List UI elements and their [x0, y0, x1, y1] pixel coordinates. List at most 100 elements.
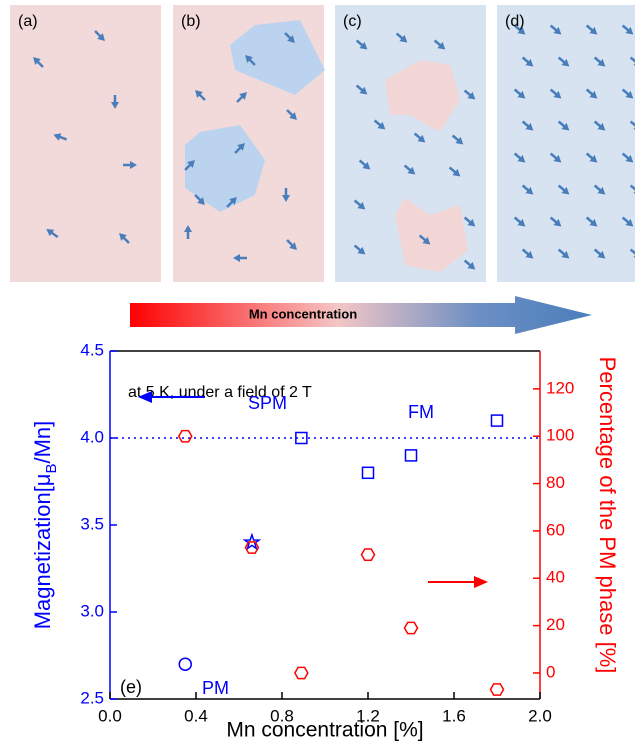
panel-label: (d)	[505, 13, 525, 30]
spin-head	[597, 58, 606, 67]
spin-head	[437, 41, 446, 50]
marker	[403, 621, 419, 635]
pm-domain	[395, 198, 468, 272]
x-tick-label: 0.8	[270, 706, 294, 725]
marker	[295, 431, 308, 445]
fm-domain	[185, 125, 265, 212]
marker	[360, 548, 376, 561]
y-tick-label: 3.0	[80, 601, 104, 620]
spin-head	[357, 246, 366, 255]
axis-pointer-head	[138, 391, 152, 403]
x-tick-label: 1.2	[356, 706, 380, 725]
annotation: (e)	[120, 677, 142, 697]
panel-a	[10, 5, 161, 282]
spin-head	[517, 26, 526, 35]
annotation: PM	[202, 678, 229, 698]
spin-shaft	[629, 120, 635, 127]
spin-head	[452, 168, 461, 177]
spin-shaft	[629, 56, 635, 63]
y-axis-label-part: Magnetization[μ	[30, 474, 55, 630]
y2-tick-label: 80	[546, 473, 565, 492]
spin-head	[229, 197, 237, 205]
spin-head	[97, 33, 105, 41]
marker	[244, 541, 260, 554]
spins	[33, 24, 635, 270]
marker	[177, 429, 193, 443]
y2-tick-label: 120	[546, 378, 574, 397]
y-axis-label: Magnetization[μB/Mn]	[30, 421, 61, 630]
spin-head	[553, 218, 562, 227]
arrow-label: Mn concentration	[249, 306, 357, 321]
spin-head	[407, 166, 416, 175]
spin-head	[625, 218, 634, 227]
concentration-arrow	[130, 296, 592, 334]
spin-head	[589, 26, 598, 35]
spin-head	[130, 161, 137, 169]
spin-head	[359, 86, 368, 95]
spin-head	[359, 41, 368, 50]
spin-head	[289, 242, 297, 250]
marker	[489, 683, 505, 696]
spin-head	[197, 197, 205, 205]
spin-head	[525, 58, 534, 67]
marker	[293, 666, 309, 680]
spin-head	[362, 161, 371, 170]
marker	[490, 414, 504, 427]
fm-domain	[230, 20, 325, 95]
axis-pointer-head	[474, 576, 488, 588]
marker	[242, 532, 262, 551]
panel-d	[497, 5, 635, 282]
spin-head	[597, 250, 606, 259]
spin-head	[467, 261, 476, 270]
spin-head	[589, 218, 598, 227]
spin-head	[467, 218, 476, 227]
spin-head	[33, 57, 41, 65]
spin-head	[553, 154, 562, 163]
spin-head	[517, 154, 526, 163]
panel-label: (c)	[343, 13, 362, 30]
spin-head	[357, 201, 366, 210]
spin-head	[561, 186, 570, 195]
spin-head	[553, 90, 562, 99]
spin-head	[184, 225, 192, 232]
spin-head	[289, 112, 297, 120]
y2-tick-label: 0	[546, 662, 555, 681]
spin-head	[111, 102, 119, 109]
spin-head	[195, 90, 203, 98]
y2-axis-label: Percentage of the PM phase [%]	[595, 357, 620, 674]
x-tick-label: 0.0	[98, 706, 122, 725]
marker	[361, 466, 375, 480]
spin-head	[597, 186, 606, 195]
spin-head	[467, 91, 476, 100]
spin-head	[422, 236, 431, 245]
y-axis-label-part: B	[43, 464, 60, 474]
spin-head	[553, 26, 562, 35]
marker	[178, 657, 192, 671]
y-tick-label: 4.5	[80, 340, 104, 359]
spin-head	[561, 58, 570, 67]
spin-shaft	[629, 184, 635, 191]
spin-head	[399, 34, 408, 43]
spin-head	[455, 136, 464, 145]
annotation: SPM	[248, 393, 287, 413]
x-tick-label: 1.6	[442, 706, 466, 725]
spin-head	[517, 218, 526, 227]
spin-head	[239, 92, 247, 100]
pm-domain	[385, 60, 460, 132]
spin-head	[525, 122, 534, 131]
spin-head	[245, 55, 253, 63]
spin-head	[237, 143, 245, 151]
spin-head	[525, 186, 534, 195]
y2-tick-label: 40	[546, 568, 565, 587]
panel-label: (b)	[181, 13, 201, 30]
chart: 0.0 0.4 0.8 1.2 1.6 2.0 2.5 3.0 3.5 4.0 4.5 0 20 40 60…	[30, 340, 620, 741]
y-tick-label: 2.5	[80, 688, 104, 707]
y2-tick-label: 100	[546, 426, 574, 445]
spin-head	[597, 122, 606, 131]
spin-head	[46, 228, 55, 237]
spin-head	[525, 250, 534, 259]
spin-head	[589, 90, 598, 99]
spin-head	[187, 160, 195, 168]
x-tick-label: 0.4	[184, 706, 208, 725]
